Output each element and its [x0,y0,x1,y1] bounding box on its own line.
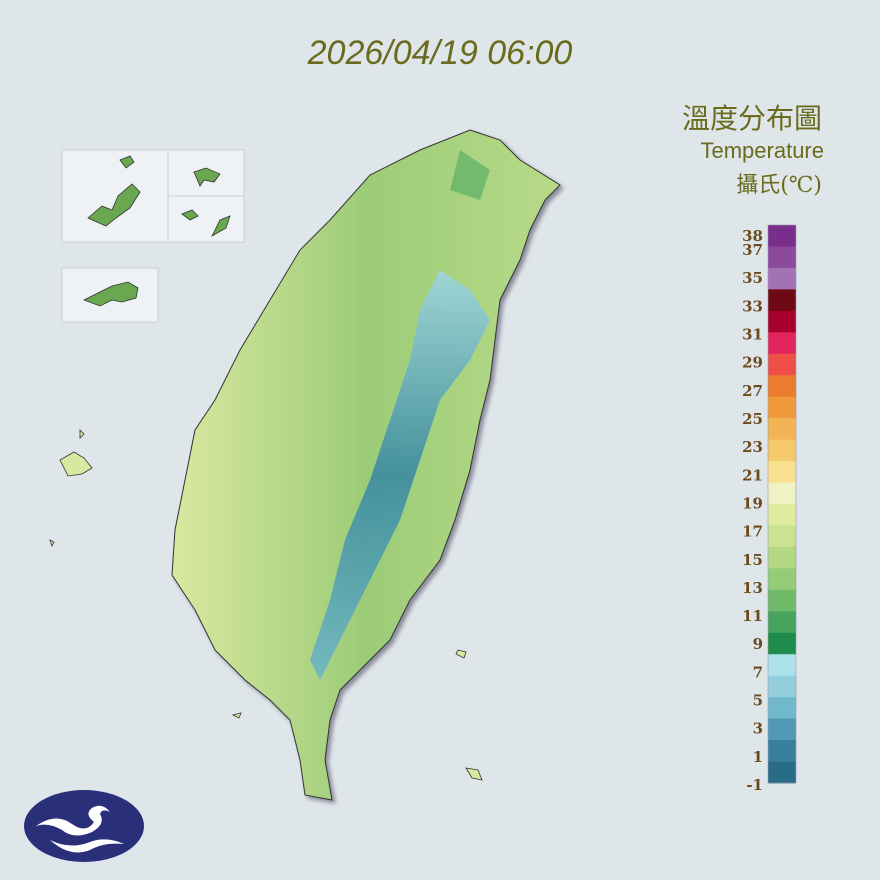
legend-swatch [768,632,796,655]
legend-swatch [768,740,796,763]
inset-islands [61,149,245,323]
legend-swatch [768,439,796,462]
legend-tick-label: 11 [742,607,763,625]
legend-swatch [768,589,796,612]
legend-tick-label: -1 [746,776,763,794]
legend-tick-label: 17 [742,523,763,541]
legend-tick-label: 38 [742,227,763,245]
legend-tick-label: 9 [753,635,763,653]
legend-swatch [768,546,796,569]
legend-swatch [768,396,796,419]
legend-swatch [768,310,796,333]
legend-tick-label: 19 [742,494,763,512]
legend-tick-label: 3 [753,720,763,738]
legend-swatch [768,375,796,398]
legend-swatch [768,482,796,505]
legend-tick-label: 31 [742,326,763,344]
legend-swatch [768,418,796,441]
legend-tick-label: 29 [742,354,763,372]
taiwan-island [49,129,561,801]
legend-swatch [768,568,796,591]
legend-swatch [768,353,796,376]
legend-swatch [768,246,796,269]
agency-logo [24,790,144,862]
legend-swatch [768,675,796,698]
legend-swatch [768,525,796,548]
legend-tick-label: 35 [742,269,763,287]
legend-swatch [768,225,796,247]
legend-title: 溫度分布圖 [682,102,822,135]
legend-swatch [768,289,796,312]
legend-swatch [768,267,796,290]
legend-tick-label: 33 [742,297,763,315]
legend-swatch [768,332,796,355]
legend-swatch [768,611,796,634]
legend-frame [767,224,797,784]
legend-swatch [768,461,796,484]
legend-tick-label: 15 [742,551,763,569]
map-title: 2026/04/19 06:00 [307,34,573,72]
legend-unit: 攝氏(℃) [736,173,822,198]
legend-swatch [768,504,796,526]
legend-tick-label: 1 [753,748,763,766]
legend-tick-label: 21 [742,466,763,484]
legend-swatch [768,761,796,784]
legend-tick-label: 13 [742,579,763,597]
legend-swatch [768,654,796,677]
legend-tick-label: 7 [753,663,763,681]
legend-tick-label: 27 [742,382,763,400]
legend-tick-label: 37 [742,241,763,259]
legend-swatch [768,697,796,720]
legend-subtitle: Temperature [700,138,824,163]
legend-tick-label: 23 [742,438,763,456]
legend-tick-label: 25 [742,410,763,428]
legend-swatch [768,718,796,741]
legend-tick-label: 5 [753,692,763,710]
